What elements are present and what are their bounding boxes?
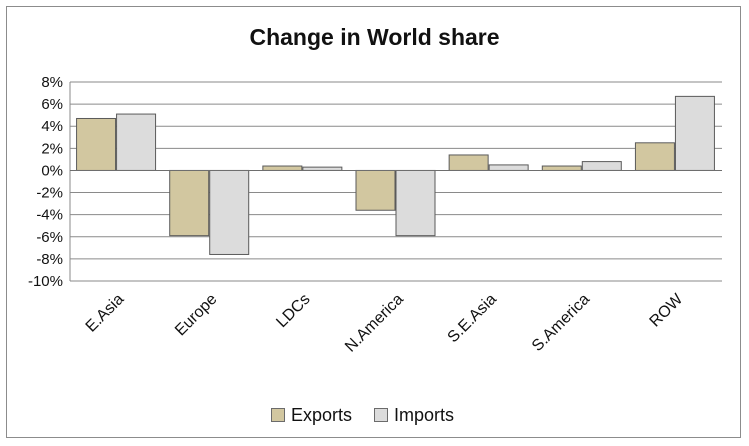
bar-exports bbox=[634, 142, 675, 171]
legend-swatch-imports bbox=[374, 408, 389, 422]
y-tick-label: -8% bbox=[36, 251, 63, 268]
y-tick-label: -4% bbox=[36, 207, 63, 224]
bar-imports bbox=[674, 95, 715, 171]
y-tick-label: -2% bbox=[36, 185, 63, 202]
bar-imports bbox=[581, 161, 622, 171]
x-tick-label: E.Asia bbox=[83, 291, 128, 336]
bar-exports bbox=[541, 165, 582, 171]
legend: Exports Imports bbox=[271, 403, 476, 427]
y-tick-label: 8% bbox=[41, 74, 63, 91]
bar-exports bbox=[262, 165, 303, 171]
x-tick-label: S.America bbox=[529, 291, 593, 355]
bar-exports bbox=[76, 117, 117, 171]
y-tick-label: -10% bbox=[28, 273, 63, 290]
y-tick-label: 2% bbox=[41, 140, 63, 157]
legend-label-imports: Imports bbox=[394, 404, 455, 425]
bar-imports bbox=[488, 164, 529, 171]
chart-title: Change in World share bbox=[249, 24, 500, 50]
bar-exports bbox=[355, 169, 396, 211]
x-tick-label: LDCs bbox=[273, 291, 313, 331]
legend-item-imports: Imports bbox=[374, 405, 454, 426]
x-tick-label: N.America bbox=[342, 291, 407, 356]
bar-exports bbox=[448, 154, 489, 171]
x-tick-label: S.E.Asia bbox=[445, 291, 500, 346]
y-tick-label: 4% bbox=[41, 118, 63, 135]
y-tick-label: 0% bbox=[41, 162, 63, 179]
x-tick-label: Europe bbox=[172, 291, 221, 340]
y-tick-label: -6% bbox=[36, 229, 63, 246]
legend-item-exports: Exports bbox=[271, 405, 352, 426]
bar-imports bbox=[395, 169, 436, 237]
legend-label-exports: Exports bbox=[291, 404, 353, 425]
chart-frame bbox=[6, 6, 741, 438]
bar-imports bbox=[116, 113, 157, 171]
legend-swatch-exports bbox=[271, 408, 285, 422]
bar-imports bbox=[209, 169, 250, 255]
x-tick-label: ROW bbox=[647, 290, 687, 330]
bar-exports bbox=[169, 169, 210, 237]
y-tick-label: 6% bbox=[41, 96, 63, 113]
